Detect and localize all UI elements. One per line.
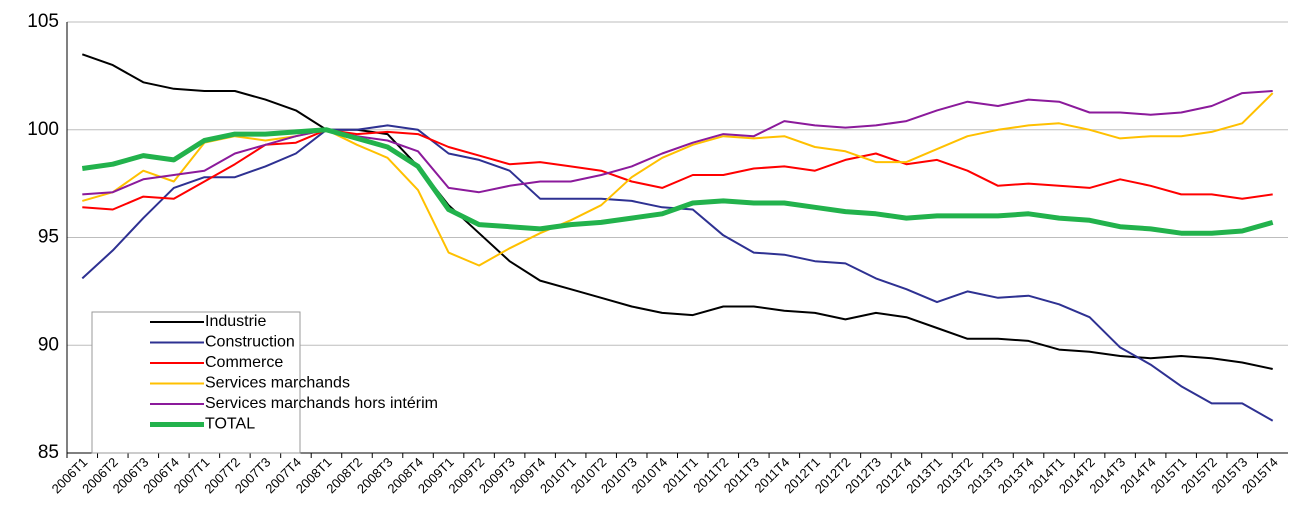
legend-label: Services marchands hors intérim <box>205 395 438 412</box>
legend-label: Commerce <box>205 354 283 371</box>
y-tick-label: 85 <box>38 442 59 463</box>
series-line <box>82 90 1273 196</box>
y-tick-label: 90 <box>38 334 59 355</box>
y-tick-label: 105 <box>27 11 59 32</box>
legend-label: TOTAL <box>205 416 255 433</box>
series-line <box>82 128 1273 211</box>
y-tick-label: 100 <box>27 119 59 140</box>
legend-label: Services marchands <box>205 375 350 392</box>
series-line <box>81 127 1274 236</box>
legend-label: Construction <box>205 334 295 351</box>
series-line <box>82 92 1274 267</box>
series-line <box>81 53 1273 370</box>
y-tick-label: 95 <box>38 227 59 248</box>
legend-label: Industrie <box>205 313 266 330</box>
